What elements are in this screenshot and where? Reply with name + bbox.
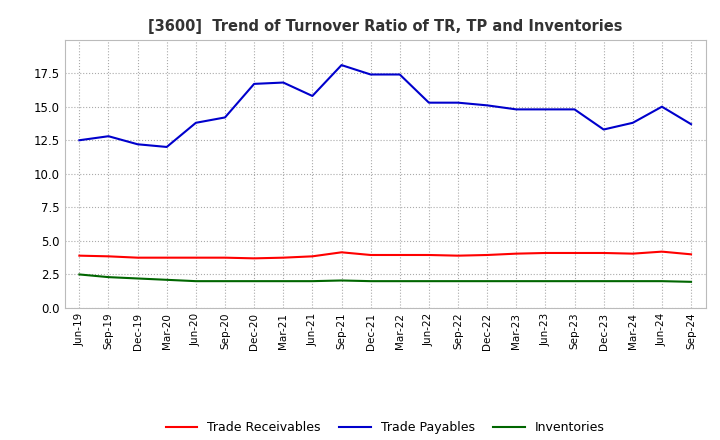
Inventories: [192, 279, 200, 284]
Trade Payables: [163, 144, 171, 150]
Trade Payables: [250, 81, 258, 87]
Inventories: [687, 279, 696, 285]
Trade Receivables: [133, 255, 142, 260]
Trade Payables: [279, 80, 287, 85]
Trade Payables: [599, 127, 608, 132]
Legend: Trade Receivables, Trade Payables, Inventories: Trade Receivables, Trade Payables, Inven…: [161, 416, 610, 439]
Trade Payables: [366, 72, 375, 77]
Inventories: [75, 272, 84, 277]
Trade Receivables: [250, 256, 258, 261]
Trade Receivables: [366, 253, 375, 258]
Trade Payables: [657, 104, 666, 109]
Inventories: [366, 279, 375, 284]
Trade Payables: [541, 107, 550, 112]
Trade Payables: [75, 138, 84, 143]
Trade Payables: [104, 134, 113, 139]
Trade Payables: [687, 121, 696, 127]
Trade Receivables: [483, 253, 492, 258]
Inventories: [220, 279, 229, 284]
Trade Payables: [220, 115, 229, 120]
Inventories: [599, 279, 608, 284]
Trade Payables: [512, 107, 521, 112]
Inventories: [395, 279, 404, 284]
Trade Payables: [483, 103, 492, 108]
Inventories: [104, 275, 113, 280]
Inventories: [163, 277, 171, 282]
Trade Receivables: [629, 251, 637, 256]
Inventories: [250, 279, 258, 284]
Trade Payables: [570, 107, 579, 112]
Trade Payables: [337, 62, 346, 68]
Line: Trade Payables: Trade Payables: [79, 65, 691, 147]
Title: [3600]  Trend of Turnover Ratio of TR, TP and Inventories: [3600] Trend of Turnover Ratio of TR, TP…: [148, 19, 623, 34]
Trade Receivables: [279, 255, 287, 260]
Trade Receivables: [308, 254, 317, 259]
Trade Receivables: [220, 255, 229, 260]
Trade Receivables: [192, 255, 200, 260]
Trade Receivables: [75, 253, 84, 258]
Trade Payables: [629, 120, 637, 125]
Trade Payables: [133, 142, 142, 147]
Trade Payables: [308, 93, 317, 99]
Trade Receivables: [541, 250, 550, 256]
Trade Receivables: [454, 253, 462, 258]
Trade Receivables: [657, 249, 666, 254]
Line: Inventories: Inventories: [79, 275, 691, 282]
Trade Receivables: [425, 253, 433, 258]
Inventories: [512, 279, 521, 284]
Inventories: [425, 279, 433, 284]
Trade Receivables: [337, 249, 346, 255]
Trade Payables: [454, 100, 462, 105]
Trade Receivables: [163, 255, 171, 260]
Inventories: [629, 279, 637, 284]
Trade Receivables: [104, 254, 113, 259]
Trade Payables: [192, 120, 200, 125]
Trade Receivables: [512, 251, 521, 256]
Line: Trade Receivables: Trade Receivables: [79, 252, 691, 258]
Inventories: [308, 279, 317, 284]
Inventories: [454, 279, 462, 284]
Trade Receivables: [395, 253, 404, 258]
Inventories: [279, 279, 287, 284]
Inventories: [657, 279, 666, 284]
Trade Payables: [395, 72, 404, 77]
Inventories: [570, 279, 579, 284]
Inventories: [541, 279, 550, 284]
Trade Receivables: [599, 250, 608, 256]
Trade Receivables: [687, 252, 696, 257]
Trade Payables: [425, 100, 433, 105]
Trade Receivables: [570, 250, 579, 256]
Inventories: [133, 276, 142, 281]
Inventories: [337, 278, 346, 283]
Inventories: [483, 279, 492, 284]
